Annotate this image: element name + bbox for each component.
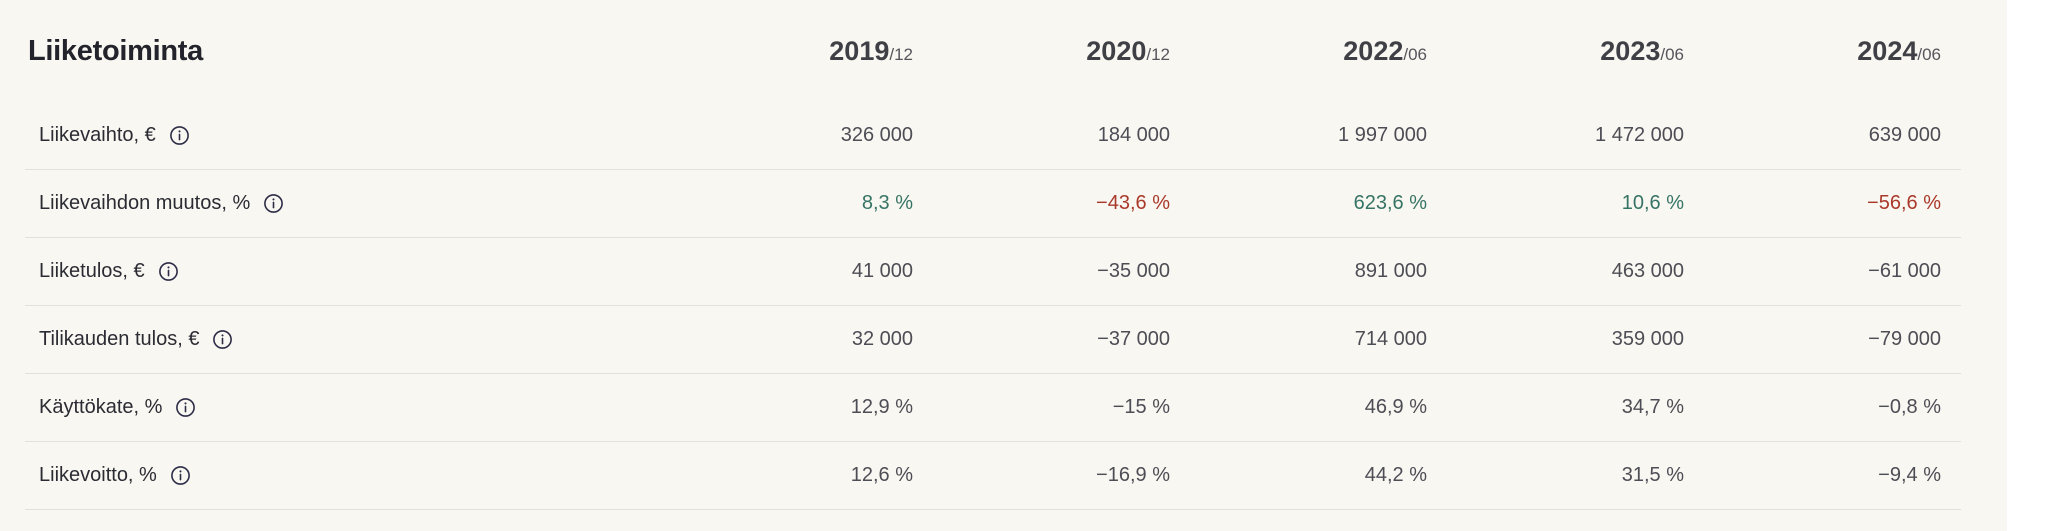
table-row: Liikevoitto, % 12,6 % −16,9 % 44,2 % 31,5 % −…	[25, 442, 1961, 510]
table-cell: −9,4 %	[1878, 464, 1941, 486]
table-cell: 463 000	[1611, 260, 1684, 282]
table-row: Liikevaihto, € 326 000 184 000 1 997 000 1 4…	[25, 102, 1961, 170]
table-cell: 1 472 000	[1595, 124, 1684, 146]
table-cell: 34,7 %	[1621, 396, 1684, 418]
table-row: Käyttökate, % 12,9 % −15 % 46,9 % 34,7 % −0,8…	[25, 374, 1961, 442]
row-label-cell: Liikevaihdon muutos, %	[25, 192, 676, 215]
column-year: 2019	[829, 35, 890, 66]
column-period: /12	[889, 44, 913, 64]
table-cell: 639 000	[1868, 124, 1941, 146]
column-header: 2022/06	[1190, 36, 1447, 67]
table-cell: −61 000	[1868, 260, 1941, 282]
table-cell: −15 %	[1112, 396, 1170, 418]
column-header: 2019/12	[676, 36, 933, 67]
row-label: Liikevoitto, %	[39, 464, 157, 486]
row-label-cell: Liikevaihto, €	[25, 124, 676, 147]
column-year: 2022	[1343, 35, 1404, 66]
table-cell: −0,8 %	[1878, 396, 1941, 418]
row-label-cell: Liikevoitto, %	[25, 464, 676, 487]
table-cell: 12,6 %	[850, 464, 913, 486]
table-cell: 46,9 %	[1364, 396, 1427, 418]
row-label: Liikevaihto, €	[39, 124, 156, 146]
table-cell: 41 000	[851, 260, 913, 282]
table-cell: 32 000	[851, 328, 913, 350]
table-header-row: Liiketoiminta 2019/12 2020/12 2022/06 2023/…	[25, 0, 1961, 102]
column-year: 2023	[1600, 35, 1661, 66]
info-icon[interactable]	[169, 125, 190, 146]
table-cell: 891 000	[1354, 260, 1427, 282]
table-body: Liikevaihto, € 326 000 184 000 1 997 000 1 4…	[25, 102, 1961, 510]
column-period: /06	[1660, 44, 1684, 64]
table-cell: 714 000	[1354, 328, 1427, 350]
column-header: 2023/06	[1447, 36, 1704, 67]
column-header: 2020/12	[933, 36, 1190, 67]
table-row: Liikevaihdon muutos, % 8,3 % −43,6 % 623,6 …	[25, 170, 1961, 238]
table-cell: −37 000	[1097, 328, 1170, 350]
table-row: Liiketulos, € 41 000 −35 000 891 000 463 000…	[25, 238, 1961, 306]
table-cell: 12,9 %	[850, 396, 913, 418]
row-label: Tilikauden tulos, €	[39, 328, 200, 350]
table-cell: −56,6 %	[1867, 192, 1941, 214]
info-icon[interactable]	[175, 397, 196, 418]
table-cell: −16,9 %	[1096, 464, 1170, 486]
table-cell: 31,5 %	[1621, 464, 1684, 486]
column-period: /06	[1917, 44, 1941, 64]
column-year: 2020	[1086, 35, 1147, 66]
row-label-cell: Liiketulos, €	[25, 260, 676, 283]
info-icon[interactable]	[170, 465, 191, 486]
info-icon[interactable]	[158, 261, 179, 282]
row-label: Käyttökate, %	[39, 396, 163, 418]
table-row: Tilikauden tulos, € 32 000 −37 000 714 000 3…	[25, 306, 1961, 374]
table-cell: −79 000	[1868, 328, 1941, 350]
business-table: Liiketoiminta 2019/12 2020/12 2022/06 2023/…	[25, 0, 1961, 510]
table-cell: −43,6 %	[1096, 192, 1170, 214]
section-title: Liiketoiminta	[28, 34, 203, 67]
column-period: /06	[1403, 44, 1427, 64]
column-year: 2024	[1857, 35, 1918, 66]
table-cell: 8,3 %	[861, 192, 913, 214]
info-icon[interactable]	[212, 329, 233, 350]
table-cell: 10,6 %	[1621, 192, 1684, 214]
financials-panel: Liiketoiminta 2019/12 2020/12 2022/06 2023/…	[0, 0, 2007, 531]
column-period: /12	[1146, 44, 1170, 64]
table-cell: 359 000	[1611, 328, 1684, 350]
table-cell: 1 997 000	[1338, 124, 1427, 146]
row-label: Liikevaihdon muutos, %	[39, 192, 251, 214]
info-icon[interactable]	[263, 193, 284, 214]
table-cell: 44,2 %	[1364, 464, 1427, 486]
table-cell: 623,6 %	[1353, 192, 1427, 214]
table-cell: 326 000	[840, 124, 913, 146]
table-cell: −35 000	[1097, 260, 1170, 282]
table-cell: 184 000	[1097, 124, 1170, 146]
row-label-cell: Tilikauden tulos, €	[25, 328, 676, 351]
column-header: 2024/06	[1704, 36, 1961, 67]
row-label: Liiketulos, €	[39, 260, 145, 282]
row-label-cell: Käyttökate, %	[25, 396, 676, 419]
